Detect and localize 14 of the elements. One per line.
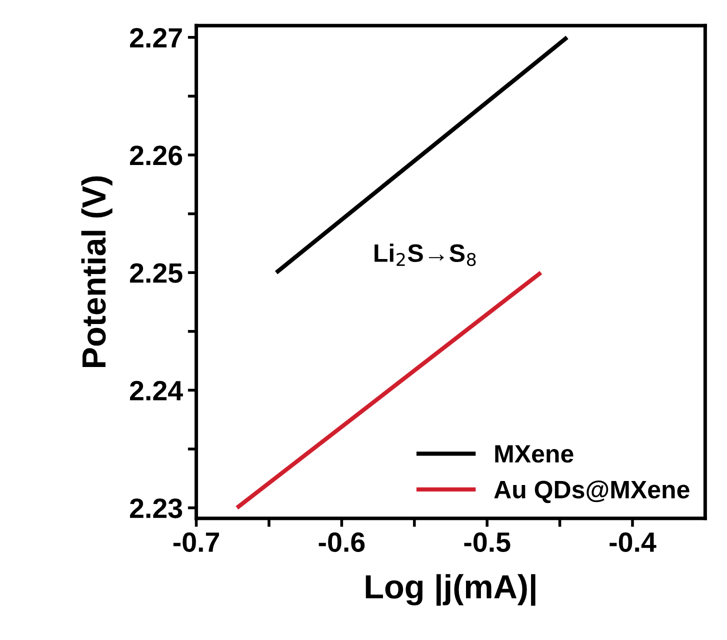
y-tick-label: 2.23 xyxy=(130,498,182,518)
y-tick-label: 2.27 xyxy=(130,28,182,48)
x-tick-label: -0.5 xyxy=(464,532,510,552)
x-tick-label: -0.4 xyxy=(610,532,656,552)
y-axis-title: Potential (V) xyxy=(81,176,112,367)
x-tick-label: -0.6 xyxy=(318,532,365,552)
x-tick-label: -0.7 xyxy=(173,532,220,552)
legend-label: Au QDs@MXene xyxy=(494,480,690,504)
y-tick-label: 2.25 xyxy=(130,263,182,283)
annotation: Li$_{2}$S→S$_{8}$ xyxy=(374,244,476,266)
y-tick-label: 2.24 xyxy=(130,380,183,400)
y-tick-label: 2.26 xyxy=(130,146,182,166)
legend-label: MXene xyxy=(495,445,574,463)
x-axis-title: Log |j(mA)| xyxy=(366,574,536,606)
